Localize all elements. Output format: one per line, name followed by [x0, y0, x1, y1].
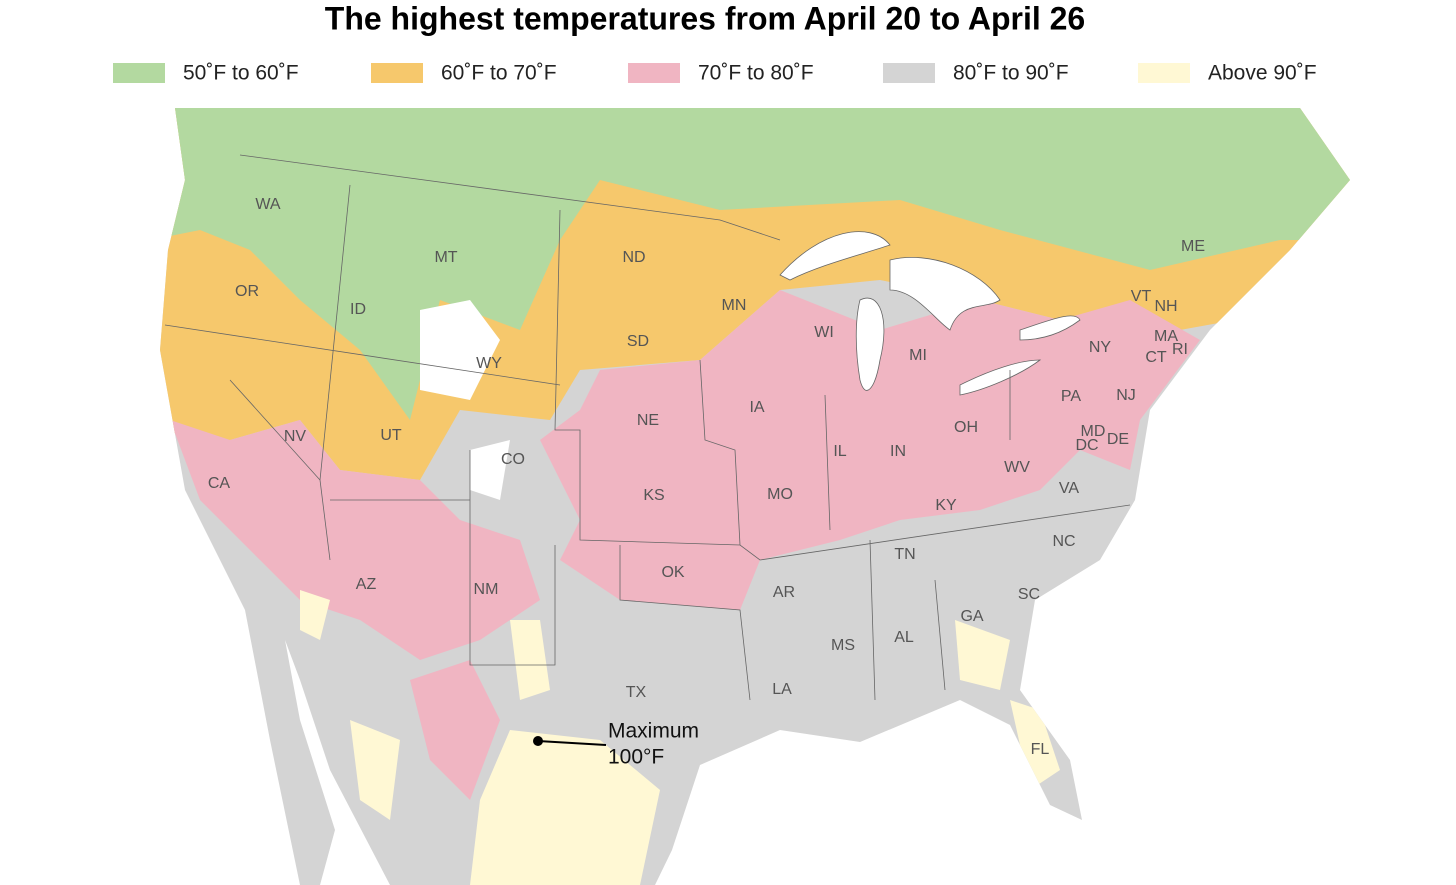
state-label: NJ: [1116, 387, 1136, 404]
state-label: OH: [954, 419, 978, 436]
state-label: MN: [722, 297, 747, 314]
state-label: CA: [208, 475, 231, 492]
legend-swatch: [628, 63, 680, 83]
zone-above-90-patches: [300, 590, 1060, 820]
state-label: ND: [622, 249, 645, 266]
legend-label: 70˚F to 80˚F: [698, 62, 814, 85]
state-label: CT: [1145, 349, 1167, 366]
annotation: Maximum 100°F: [533, 720, 699, 769]
legend-swatch: [883, 63, 935, 83]
state-label: DC: [1075, 437, 1098, 454]
state-label: KY: [935, 497, 957, 514]
state-label: NH: [1154, 298, 1177, 315]
state-label: SC: [1018, 586, 1040, 603]
state-label: RI: [1172, 341, 1188, 358]
state-label: TN: [894, 546, 915, 563]
legend-swatch: [113, 63, 165, 83]
state-label: MD: [1081, 423, 1106, 440]
state-label: LA: [772, 681, 792, 698]
state-label: AL: [894, 629, 914, 646]
state-label: MS: [831, 637, 855, 654]
state-label: WY: [476, 355, 502, 372]
annotation-dot: [533, 736, 543, 746]
state-label: WV: [1004, 459, 1030, 476]
state-label: SD: [627, 333, 649, 350]
state-label: NM: [474, 581, 499, 598]
state-label: TX: [626, 684, 647, 701]
state-label: VA: [1059, 480, 1079, 497]
borders: [164, 154, 1131, 701]
legend-label: 50˚F to 60˚F: [183, 62, 299, 85]
state-label: IA: [749, 399, 764, 416]
legend-label: 60˚F to 70˚F: [441, 62, 557, 85]
temperature-zones: [160, 108, 1350, 885]
legend: 50˚F to 60˚F 60˚F to 70˚F 70˚F to 80˚F 80˚F…: [113, 62, 1317, 85]
state-label: FL: [1031, 741, 1050, 758]
state-label: MT: [434, 249, 457, 266]
legend-swatch: [1138, 63, 1190, 83]
state-label: MA: [1154, 328, 1178, 345]
state-label: OK: [661, 564, 684, 581]
no-data: [420, 300, 510, 500]
annotation-text: Maximum: [608, 720, 699, 743]
state-label: GA: [960, 608, 983, 625]
state-label: CO: [501, 451, 525, 468]
state-label: NY: [1089, 339, 1112, 356]
map-title: The highest temperatures from April 20 t…: [325, 0, 1085, 36]
state-label: ID: [350, 301, 366, 318]
zone-50-60: [160, 108, 1350, 420]
great-lakes: [779, 231, 1081, 396]
state-labels: WA MT ND ME OR ID MN VT NH WI SD WY MI N…: [208, 196, 1205, 758]
state-label: MO: [767, 486, 793, 503]
zone-above-90: [470, 730, 660, 885]
state-label: IN: [890, 443, 906, 460]
state-label: IL: [833, 443, 846, 460]
annotation-leader: [537, 740, 607, 746]
zone-70-80-west: [170, 420, 540, 660]
state-label: KS: [643, 487, 664, 504]
state-label: PA: [1061, 388, 1081, 405]
state-label: NV: [284, 428, 307, 445]
legend-label: 80˚F to 90˚F: [953, 62, 1069, 85]
state-label: DE: [1107, 431, 1129, 448]
legend-label: Above 90˚F: [1208, 62, 1317, 85]
state-label: UT: [380, 427, 402, 444]
annotation-text: 100°F: [608, 746, 664, 769]
state-label: AZ: [356, 576, 377, 593]
zone-70-80-mexico: [410, 660, 500, 800]
state-label: NC: [1052, 533, 1075, 550]
zone-70-80: [540, 290, 1200, 610]
state-label: WA: [255, 196, 281, 213]
state-label: NE: [637, 412, 659, 429]
state-label: AR: [773, 584, 795, 601]
state-label: ME: [1181, 238, 1205, 255]
legend-swatch: [371, 63, 423, 83]
state-label: WI: [814, 324, 834, 341]
state-label: MI: [909, 347, 927, 364]
state-label: OR: [235, 283, 259, 300]
state-label: VT: [1131, 288, 1152, 305]
